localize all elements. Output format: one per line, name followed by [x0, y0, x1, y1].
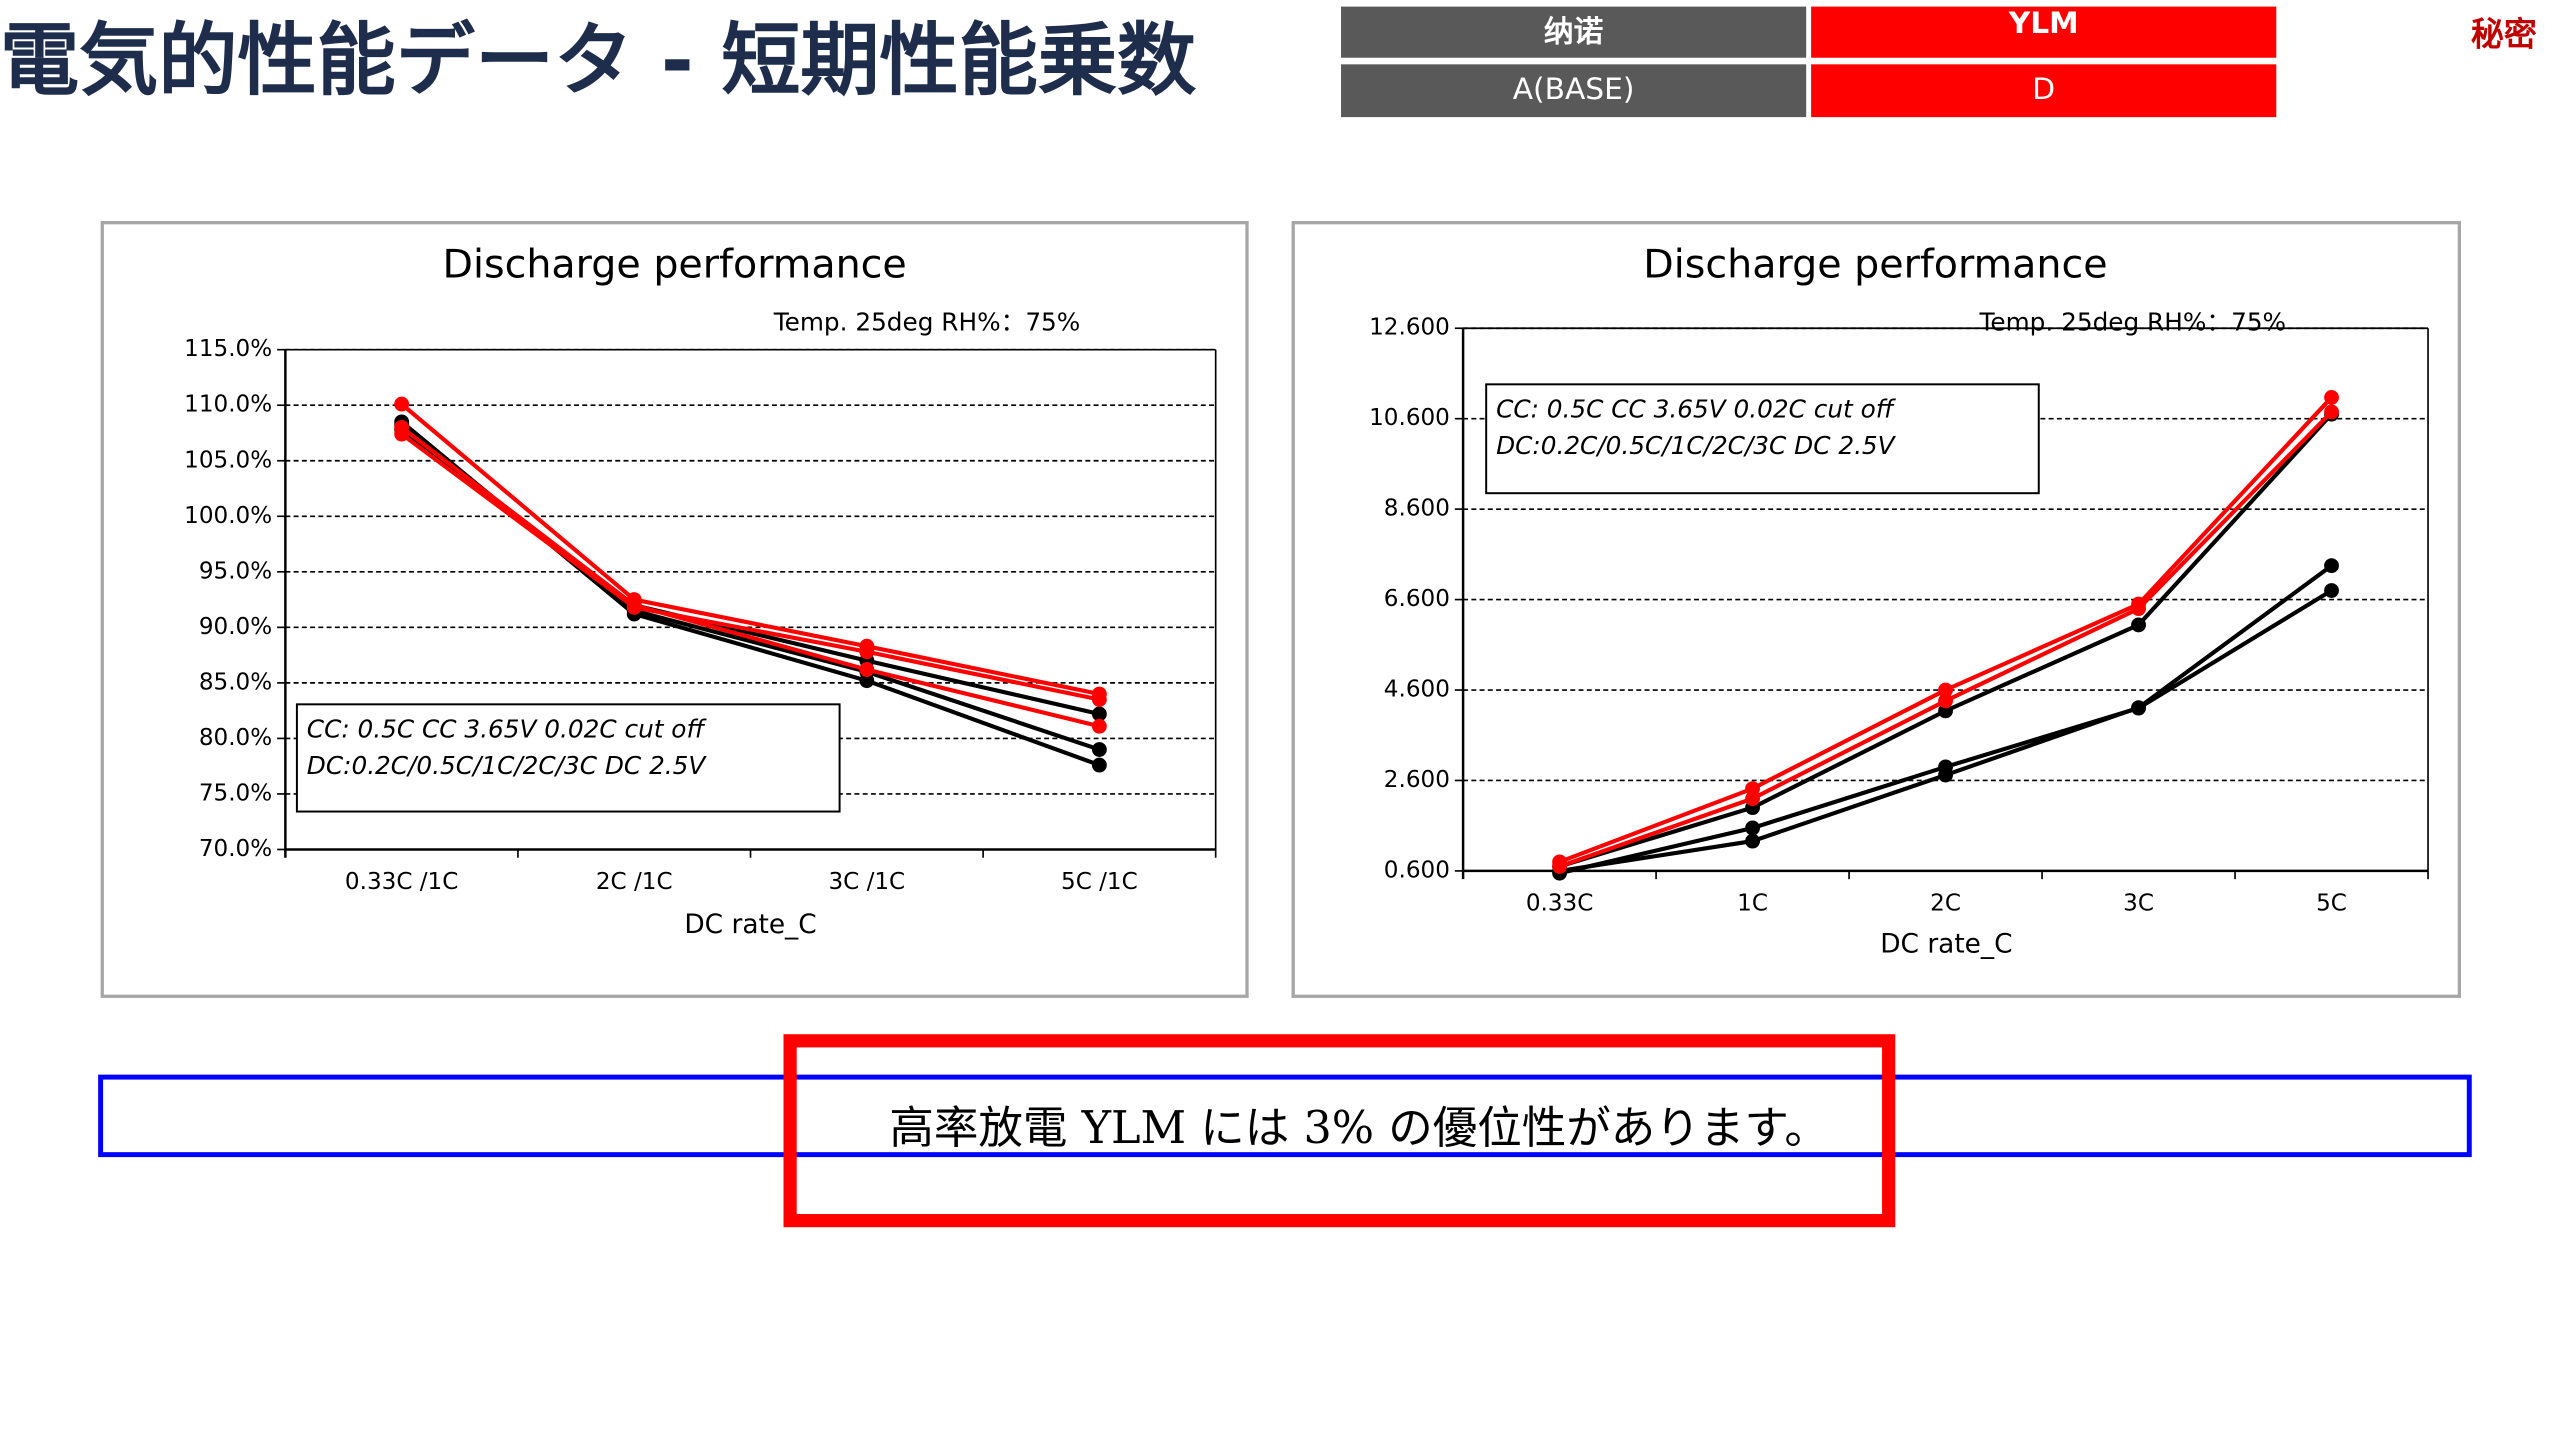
y-tick-label: 4.600	[1384, 677, 1450, 703]
page-title: 電気的性能データ - 短期性能乗数	[0, 14, 1197, 106]
y-tick-label: 80.0%	[199, 725, 272, 751]
y-tick-label: 85.0%	[199, 669, 272, 695]
x-tick-label: 1C	[1737, 890, 1768, 916]
y-tick-label: 70.0%	[199, 836, 272, 862]
table-text: A(BASE)	[1513, 72, 1635, 107]
data-point	[1745, 833, 1760, 849]
chart-title: Discharge performance	[442, 242, 906, 288]
data-point	[2324, 404, 2339, 420]
table-cell	[1341, 6, 1807, 58]
x-tick-label: 2C /1C	[596, 869, 673, 895]
data-point	[2324, 390, 2339, 405]
data-point	[1745, 791, 1760, 806]
y-tick-label: 2.600	[1384, 767, 1450, 793]
y-tick-label: 110.0%	[184, 392, 272, 418]
data-point	[859, 644, 875, 660]
annotation: CC: 0.5C CC 3.65V 0.02C cut off	[307, 715, 708, 744]
data-point	[1091, 706, 1107, 722]
annotation-box	[1485, 383, 2040, 495]
x-axis-label: DC rate_C	[1880, 930, 2012, 960]
confidential: 秘密	[2471, 14, 2537, 53]
data-point	[1091, 742, 1107, 757]
data-point	[1552, 858, 1568, 874]
data-point	[394, 396, 410, 412]
y-tick-label: 12.600	[1369, 315, 1450, 341]
y-tick-label: 95.0%	[199, 558, 272, 584]
data-point	[2131, 617, 2146, 633]
data-point	[859, 662, 875, 677]
data-point	[1938, 759, 1953, 775]
series-line	[400, 402, 1100, 697]
annotation: DC:0.2C/0.5C/1C/2C/3C DC 2.5V	[307, 751, 708, 780]
data-point	[1091, 718, 1107, 734]
data-point	[2324, 558, 2339, 574]
series-line	[400, 432, 1100, 702]
y-tick-label: 75.0%	[199, 780, 272, 806]
chart-subtitle: Temp. 25deg RH%：75%	[773, 307, 1081, 336]
data-point	[1091, 692, 1107, 707]
note-box	[98, 1074, 2472, 1158]
chart-subtitle: Temp. 25deg RH%：75%	[1978, 307, 2286, 336]
y-tick-label: 0.600	[1384, 857, 1450, 883]
chart-title: Discharge performance	[1643, 242, 2107, 288]
y-tick-label: 100.0%	[184, 503, 272, 529]
x-tick-label: 0.33C	[1526, 890, 1594, 916]
table-cell	[1811, 6, 2277, 58]
y-tick-label: 90.0%	[199, 614, 272, 640]
data-point	[1938, 682, 1953, 698]
annotation: CC: 0.5C CC 3.65V 0.02C cut off	[1496, 395, 1897, 424]
x-tick-label: 5C /1C	[1061, 869, 1138, 895]
data-point	[626, 597, 642, 613]
table-text: 纳诺	[1544, 14, 1603, 49]
y-tick-label: 105.0%	[184, 447, 272, 473]
table-cell	[1341, 64, 1807, 118]
table-text: D	[2032, 72, 2055, 107]
data-point	[1091, 757, 1107, 773]
x-tick-label: 3C	[2123, 890, 2154, 916]
table-text: YLM	[2008, 6, 2079, 41]
x-tick-label: 5C	[2316, 890, 2347, 916]
y-tick-label: 6.600	[1384, 586, 1450, 612]
x-tick-label: 3C /1C	[828, 869, 905, 895]
data-point	[394, 420, 410, 435]
annotation-box	[295, 703, 841, 813]
y-tick-label: 10.600	[1369, 405, 1450, 431]
note-text: 高率放電 YLM には 3% の優位性があります。	[889, 1102, 1829, 1154]
series-line	[400, 425, 1100, 729]
table-cell	[1811, 64, 2277, 118]
y-tick-label: 115.0%	[184, 336, 272, 362]
annotation: DC:0.2C/0.5C/1C/2C/3C DC 2.5V	[1496, 431, 1897, 460]
x-axis-label: DC rate_C	[684, 910, 816, 940]
data-point	[2131, 700, 2146, 716]
data-point	[1745, 820, 1760, 836]
x-tick-label: 0.33C /1C	[345, 869, 458, 895]
data-point	[1938, 693, 1953, 709]
x-tick-label: 2C	[1930, 890, 1961, 916]
y-tick-label: 8.600	[1384, 496, 1450, 522]
data-point	[2131, 601, 2146, 617]
highlight-box	[783, 1034, 1896, 1228]
data-point	[2324, 583, 2339, 598]
